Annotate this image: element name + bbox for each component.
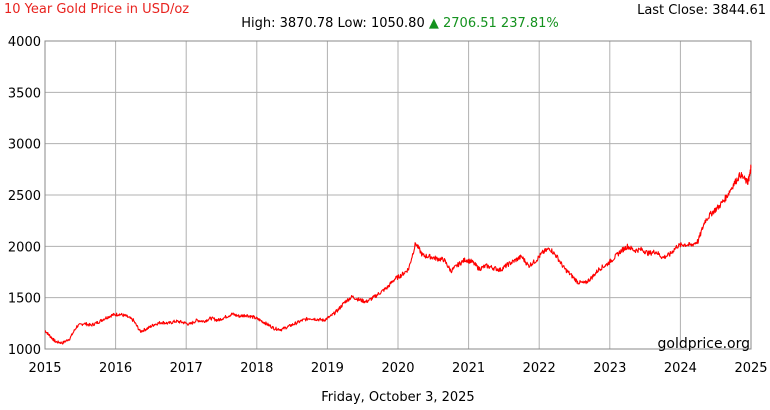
- y-tick-label: 3500: [8, 86, 41, 101]
- last-close-label: Last Close:: [637, 3, 709, 18]
- low-value: 1050.80: [370, 16, 425, 31]
- y-tick-label: 1000: [8, 343, 41, 358]
- y-tick-label: 2000: [8, 240, 41, 255]
- x-tick-label: 2016: [99, 361, 132, 376]
- high-value: 3870.78: [279, 16, 334, 31]
- x-tick-label: 2017: [170, 361, 203, 376]
- x-tick-label: 2015: [28, 361, 61, 376]
- x-tick-label: 2023: [593, 361, 626, 376]
- y-axis: 1000 1500 2000 2500 3000 3500 4000: [8, 35, 41, 358]
- low-label: Low:: [337, 16, 367, 31]
- y-tick-label: 1500: [8, 292, 41, 307]
- x-tick-label: 2024: [664, 361, 697, 376]
- watermark: goldprice.org: [658, 336, 750, 352]
- x-tick-label: 2025: [734, 361, 767, 376]
- price-stats: High: 3870.78 Low: 1050.80 ▲ 2706.51 237…: [0, 16, 770, 31]
- x-tick-label: 2018: [240, 361, 273, 376]
- y-tick-label: 3000: [8, 138, 41, 153]
- chart-title: 10 Year Gold Price in USD/oz: [4, 2, 190, 17]
- high-label: High:: [241, 16, 276, 31]
- last-close-value: 3844.61: [712, 3, 766, 18]
- change-value: 2706.51: [443, 16, 497, 31]
- x-tick-label: 2021: [452, 361, 485, 376]
- y-tick-label: 2500: [8, 189, 41, 204]
- change-up-arrow-icon: ▲: [428, 16, 439, 31]
- plot-frame: [44, 40, 752, 350]
- x-tick-label: 2022: [523, 361, 556, 376]
- price-line-group: [44, 164, 752, 345]
- x-tick-label: 2019: [311, 361, 344, 376]
- change-percent: 237.81%: [500, 16, 559, 31]
- chart-grid: [44, 40, 752, 350]
- footer-date: Friday, October 3, 2025: [321, 390, 475, 405]
- last-close: Last Close: 3844.61: [637, 3, 766, 18]
- x-tick-label: 2020: [381, 361, 414, 376]
- gold-price-series-line: [44, 164, 752, 345]
- y-tick-label: 4000: [8, 35, 41, 50]
- x-axis: 2015 2016 2017 2018 2019 2020 2021 2022 2023 2024…: [28, 361, 767, 376]
